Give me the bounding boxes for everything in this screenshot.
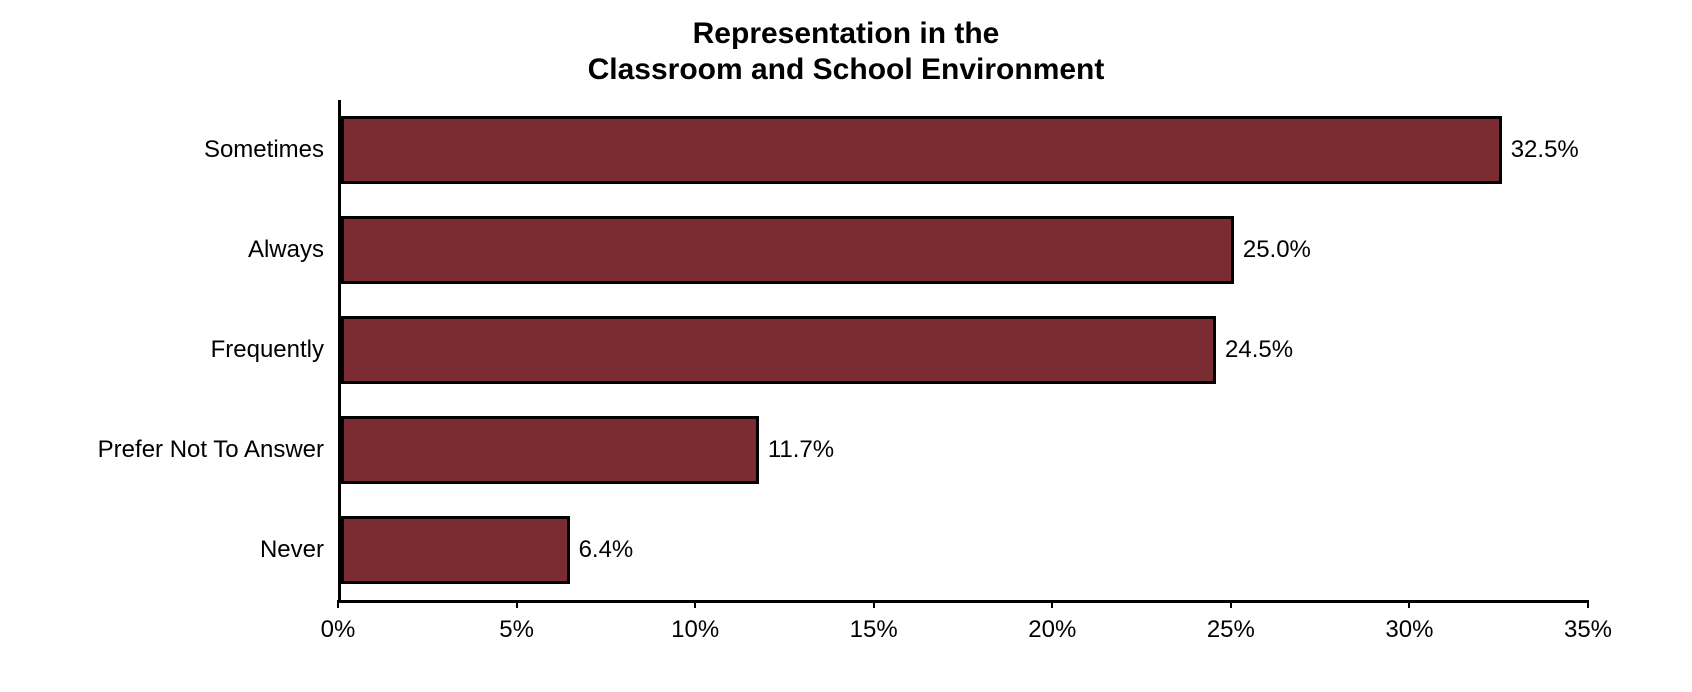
chart-plot-area: 0%5%10%15%20%25%30%35% SometimesAlwaysFr… <box>338 100 1588 600</box>
x-axis-tick <box>873 600 875 608</box>
bar-value-label: 32.5% <box>1511 136 1579 164</box>
bar <box>341 416 759 484</box>
x-axis-tick-label: 30% <box>1385 616 1433 644</box>
bar-value-label: 25.0% <box>1243 236 1311 264</box>
chart-container: Representation in the Classroom and Scho… <box>0 0 1692 692</box>
bar-value-label: 24.5% <box>1225 336 1293 364</box>
chart-title-line2: Classroom and School Environment <box>0 52 1692 88</box>
x-axis-tick <box>1408 600 1410 608</box>
x-axis-line <box>338 600 1588 603</box>
bar <box>341 316 1216 384</box>
x-axis-tick-label: 25% <box>1207 616 1255 644</box>
x-axis-tick-label: 10% <box>671 616 719 644</box>
bar-value-label: 6.4% <box>579 536 634 564</box>
y-axis-category-label: Prefer Not To Answer <box>98 436 338 464</box>
x-axis-tick <box>1230 600 1232 608</box>
y-axis-category-label: Always <box>248 236 338 264</box>
x-axis-tick <box>516 600 518 608</box>
chart-title: Representation in the Classroom and Scho… <box>0 16 1692 88</box>
chart-title-line1: Representation in the <box>0 16 1692 52</box>
x-axis-tick <box>1587 600 1589 608</box>
x-axis-tick <box>1051 600 1053 608</box>
x-axis-tick <box>694 600 696 608</box>
bar-value-label: 11.7% <box>768 436 834 464</box>
y-axis-category-label: Never <box>260 536 338 564</box>
bar <box>341 116 1502 184</box>
x-axis-tick-label: 5% <box>499 616 534 644</box>
bar <box>341 516 570 584</box>
x-axis-tick-label: 20% <box>1028 616 1076 644</box>
x-axis-tick-label: 35% <box>1564 616 1612 644</box>
bar <box>341 216 1234 284</box>
x-axis-tick-label: 0% <box>321 616 356 644</box>
y-axis-category-label: Frequently <box>211 336 338 364</box>
x-axis-tick-label: 15% <box>850 616 898 644</box>
x-axis-tick <box>337 600 339 608</box>
y-axis-category-label: Sometimes <box>204 136 338 164</box>
